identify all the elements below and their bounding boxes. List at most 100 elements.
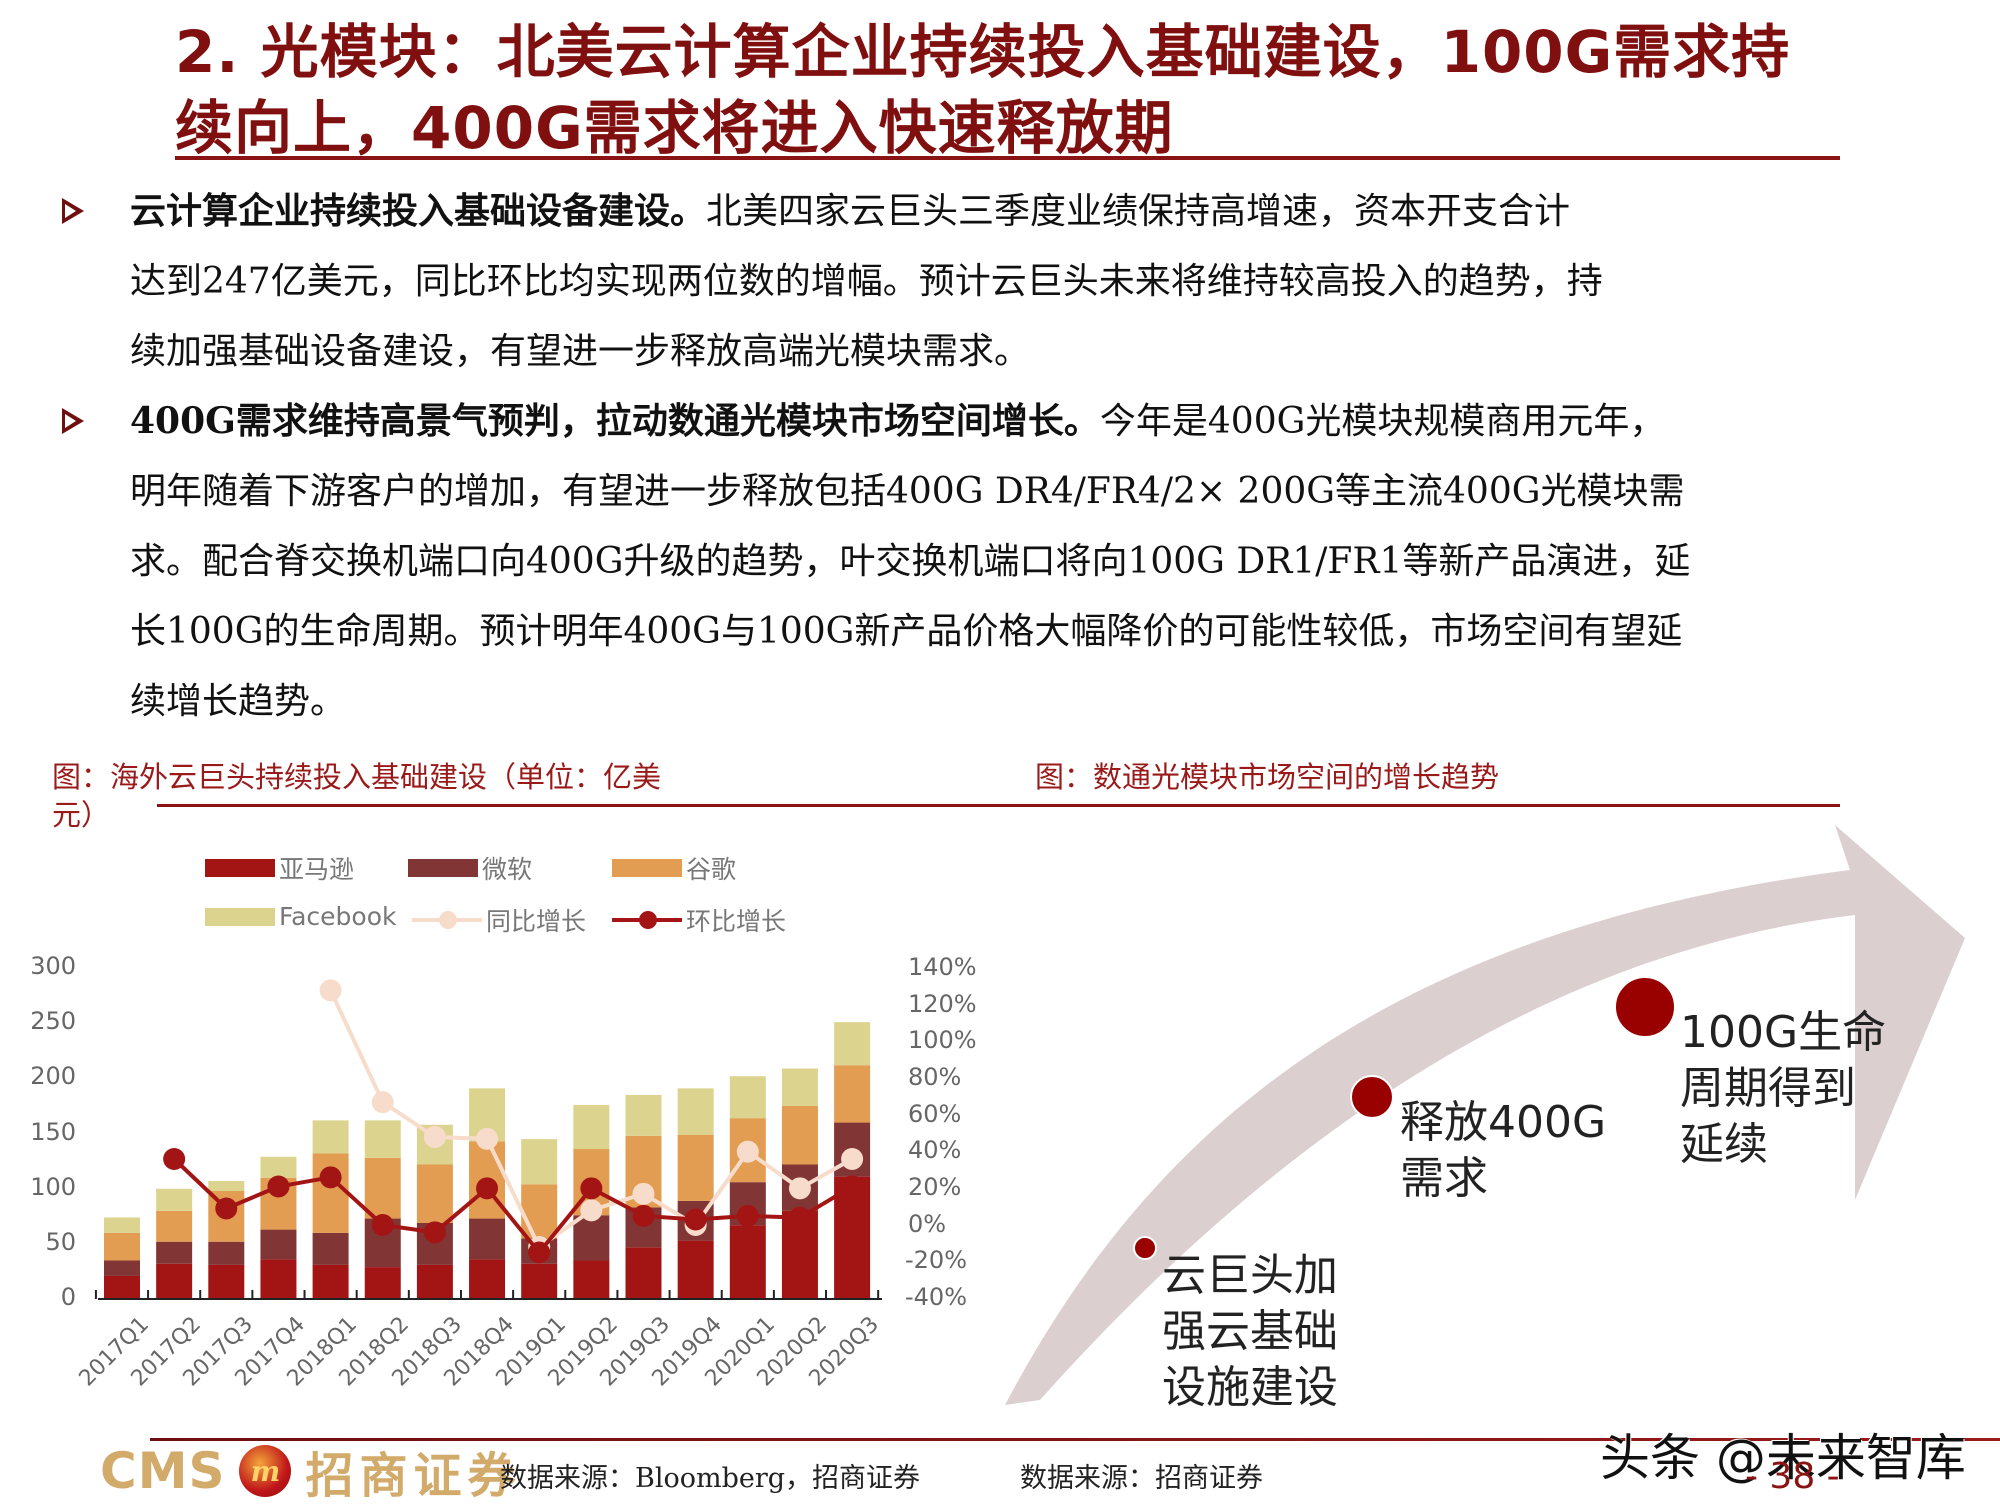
left-axis-tick: 50	[45, 1227, 76, 1256]
bullet-2-line-3: 求。配合脊交换机端口向400G升级的趋势，叶交换机端口将向100G DR1/FR…	[130, 541, 1691, 582]
line-marker	[788, 1206, 811, 1229]
line-marker	[632, 1182, 655, 1205]
stage-2-line-2: 需求	[1400, 1153, 1488, 1204]
bullet-1-heading: 云计算企业持续投入基础设备建设。	[130, 190, 707, 232]
line-marker	[215, 1197, 238, 1220]
bar-segment	[312, 1120, 349, 1154]
growth-arrow-shape	[1005, 825, 1965, 1405]
line-marker	[684, 1208, 707, 1231]
bar-segment	[521, 1139, 558, 1185]
line-marker	[476, 1127, 499, 1150]
right-axis-tick: 120%	[908, 989, 977, 1018]
stage-3-line-1: 100G生命	[1680, 1007, 1887, 1058]
right-axis-tick: 20%	[908, 1173, 962, 1201]
bullet-2-line-1: 今年是400G光模块规模商用元年，	[1099, 401, 1666, 442]
title-line-2: 续向上，400G需求将进入快速释放期	[175, 94, 1174, 162]
stage-3-dot	[1614, 976, 1676, 1038]
bar-segment	[834, 1065, 871, 1123]
stage-1-line-1: 云巨头加	[1162, 1250, 1338, 1301]
left-axis-tick: 200	[30, 1062, 76, 1091]
left-figure-title-line-1: 图：海外云巨头持续投入基础建设（单位：亿美	[52, 760, 662, 794]
bar-segment	[677, 1240, 714, 1298]
legend-microsoft: 微软	[408, 850, 532, 886]
legend-label: 微软	[482, 855, 533, 884]
bar-segment	[312, 1264, 349, 1298]
line-marker	[371, 1091, 394, 1114]
stage-1-text: 云巨头加 强云基础 设施建设	[1162, 1248, 1338, 1416]
legend-label: Facebook	[279, 902, 397, 931]
capex-chart	[94, 979, 882, 1300]
left-axis-tick: 300	[30, 952, 76, 980]
right-axis-tick: -20%	[905, 1246, 968, 1275]
page-title: 2. 光模块：北美云计算企业持续投入基础建设，100G需求持 续向上，400G需…	[175, 14, 1975, 166]
logo-cn-text: 招商证券	[305, 1448, 522, 1504]
right-figure-title: 图：数通光模块市场空间的增长趋势	[1035, 760, 1500, 794]
line-marker	[423, 1126, 446, 1148]
stage-1-line-2: 强云基础	[1162, 1306, 1338, 1357]
watermark: 头条 @未来智库	[1600, 1429, 1966, 1487]
stage-2-line-1: 释放400G	[1400, 1097, 1607, 1148]
bar-segment	[729, 1076, 766, 1119]
bar-segment	[312, 1153, 349, 1233]
stage-3-text: 100G生命 周期得到 延续	[1680, 1005, 1886, 1173]
bar-segment	[156, 1210, 193, 1242]
right-axis-tick: -40%	[905, 1283, 968, 1311]
right-axis-tick: 80%	[908, 1063, 962, 1091]
legend-label: 同比增长	[486, 907, 587, 936]
bar-segment	[104, 1275, 140, 1298]
bar-segment	[364, 1267, 401, 1298]
title-line-1: 2. 光模块：北美云计算企业持续投入基础建设，100G需求持	[175, 18, 1791, 86]
left-axis-tick: 150	[30, 1117, 76, 1146]
right-source: 数据来源：招商证券	[1020, 1463, 1263, 1494]
swatch-amazon	[205, 859, 275, 877]
bar-segment	[364, 1157, 401, 1219]
bullet-arrow-icon	[62, 198, 84, 224]
left-axis-tick: 250	[30, 1007, 76, 1036]
bar-segment	[104, 1260, 140, 1276]
bullet-1-line-3: 续加强基础设备建设，有望进一步释放高端光模块需求。	[130, 331, 1031, 372]
bullet-arrow-icon	[62, 408, 84, 434]
bar-segment	[208, 1181, 245, 1191]
bullet-2-line-2: 明年随着下游客户的增加，有望进一步释放包括400G DR4/FR4/2× 200…	[130, 471, 1685, 512]
left-axis-tick: 100	[30, 1172, 76, 1201]
line-marker	[528, 1241, 551, 1264]
line-marker	[371, 1214, 394, 1236]
bar-segment	[104, 1232, 140, 1261]
stage-2-dot	[1350, 1075, 1394, 1119]
line-marker	[788, 1177, 811, 1200]
cms-emblem-icon: m	[239, 1445, 292, 1497]
cms-logo: CMS m 招商证券	[100, 1442, 521, 1504]
stage-2-text: 释放400G 需求	[1400, 1095, 1606, 1207]
bar-segment	[781, 1068, 818, 1107]
bullet-1-line-1: 北美四家云巨头三季度业绩保持高增速，资本开支合计	[706, 191, 1571, 232]
legend-qoq: 环比增长	[612, 902, 786, 938]
bullet-2-line-5: 续增长趋势。	[130, 681, 347, 722]
legend-label: 环比增长	[686, 907, 787, 936]
bar-segment	[625, 1094, 662, 1136]
line-marker	[319, 1166, 342, 1189]
right-axis-tick: 0%	[908, 1209, 947, 1238]
line-marker	[580, 1177, 603, 1200]
line-marker	[423, 1221, 446, 1244]
legend-facebook: Facebook	[205, 902, 396, 931]
right-axis-tick: 140%	[908, 953, 977, 981]
line-marker	[319, 979, 342, 1002]
swatch-google	[612, 859, 682, 877]
swatch-facebook	[205, 907, 275, 926]
right-axis-tick: 100%	[908, 1026, 977, 1055]
bar-segment	[312, 1232, 349, 1265]
bullet-1: 云计算企业持续投入基础设备建设。北美四家云巨头三季度业绩保持高增速，资本开支合计…	[62, 176, 1982, 387]
bullet-2-heading: 400G需求维持高景气预判，拉动数通光模块市场空间增长。	[130, 400, 1100, 442]
line-marker	[736, 1140, 759, 1163]
stage-1-line-3: 设施建设	[1162, 1362, 1338, 1413]
bar-segment	[521, 1184, 558, 1239]
line-marker	[163, 1148, 186, 1170]
stage-3-line-3: 延续	[1680, 1119, 1768, 1170]
legend-yoy: 同比增长	[412, 902, 586, 938]
bar-segment	[834, 1022, 871, 1066]
bar-segment	[781, 1106, 818, 1165]
line-swatch-qoq	[612, 911, 682, 929]
stage-3-line-2: 周期得到	[1680, 1063, 1856, 1114]
bar-segment	[260, 1156, 297, 1178]
bullet-1-line-2: 达到247亿美元，同比环比均实现两位数的增幅。预计云巨头未来将维持较高投入的趋势…	[130, 261, 1603, 302]
